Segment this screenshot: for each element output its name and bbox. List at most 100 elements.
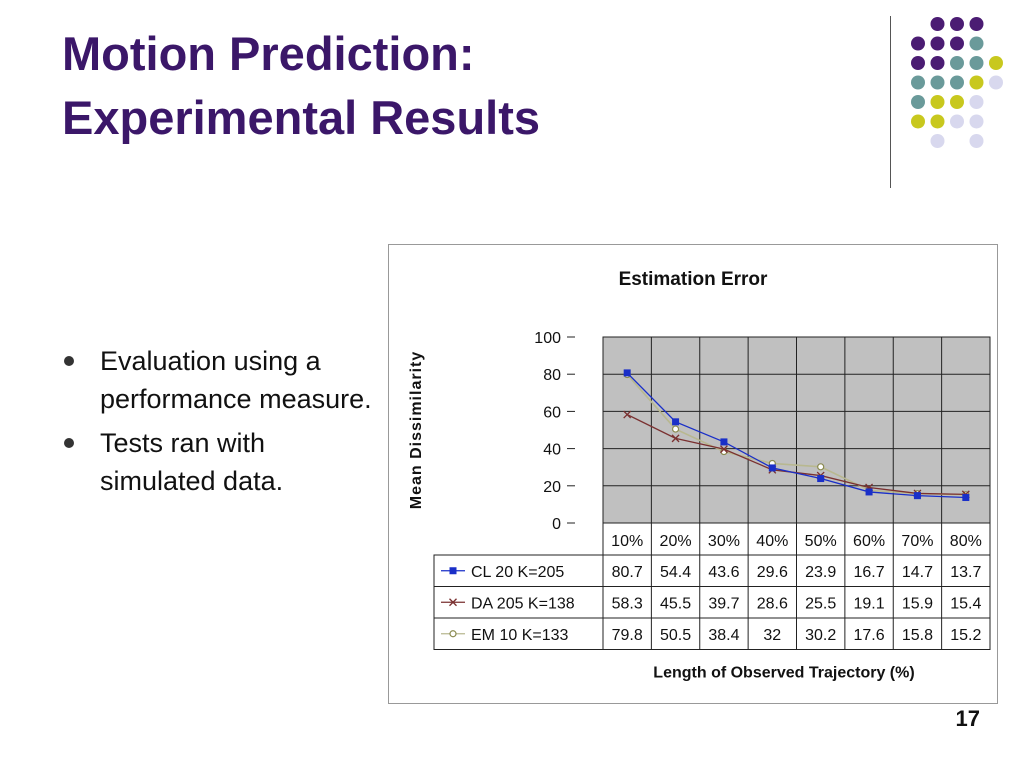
data-point — [768, 464, 776, 472]
legend-marker — [449, 630, 457, 638]
data-value-label: 79.8 — [612, 627, 643, 644]
x-marker-stroke — [623, 410, 632, 419]
decorative-dot-icon — [969, 75, 984, 90]
y-tick-label: 60 — [543, 404, 561, 421]
x-marker-stroke — [719, 445, 728, 454]
x-category-label: 30% — [708, 533, 740, 550]
slide-title-line-2: Experimental Results — [62, 91, 541, 144]
decorative-dot-icon — [969, 36, 984, 51]
data-point — [720, 438, 728, 446]
bullet-item: Tests ran with simulated data. — [62, 424, 372, 500]
decorative-dot-icon — [969, 56, 984, 70]
data-value-label: 50.5 — [660, 627, 691, 644]
decorative-dot-icon — [969, 95, 984, 109]
decorative-dot-icon — [950, 114, 964, 129]
data-point — [623, 410, 632, 419]
data-point — [865, 488, 873, 496]
data-value-label: 14.7 — [902, 564, 933, 581]
decorative-dot-icon — [989, 56, 1003, 70]
decorative-dot-icon — [911, 56, 925, 70]
data-value-label: 15.4 — [950, 595, 981, 612]
title-divider — [890, 16, 891, 188]
legend-marker — [449, 598, 457, 607]
x-category-label: 80% — [950, 533, 982, 550]
decorative-dot-icon — [950, 56, 964, 70]
data-value-label: 38.4 — [708, 627, 739, 644]
y-tick-label: 100 — [534, 330, 561, 347]
y-tick-label: 0 — [552, 516, 561, 533]
data-value-label: 17.6 — [853, 627, 884, 644]
decorative-dot-icon — [930, 75, 945, 90]
page-number: 17 — [955, 706, 980, 731]
x-category-label: 50% — [805, 533, 837, 550]
data-value-label: 58.3 — [612, 595, 643, 612]
data-value-label: 15.2 — [950, 627, 981, 644]
bullet-item: Evaluation using a performance measure. — [62, 342, 372, 418]
slide-title: Motion Prediction: Experimental Results — [62, 22, 862, 150]
data-point — [962, 494, 970, 502]
decorative-dot-icon — [911, 95, 925, 109]
data-value-label: 30.2 — [805, 627, 836, 644]
data-value-label: 80.7 — [612, 564, 643, 581]
x-category-label: 40% — [756, 533, 788, 550]
bullet-text: Evaluation using a performance measure. — [100, 346, 372, 414]
y-tick-label: 20 — [543, 479, 561, 496]
data-value-label: 15.9 — [902, 595, 933, 612]
slide-title-line-1: Motion Prediction: — [62, 27, 475, 80]
data-point — [623, 369, 631, 377]
estimation-error-chart: Estimation Error 0 20 40 60 80 100 Mean Dissimi… — [408, 269, 991, 682]
decorative-dot-icon — [950, 17, 964, 31]
data-value-label: 29.6 — [757, 564, 788, 581]
data-point — [817, 463, 825, 471]
chart-container: Estimation Error 0 20 40 60 80 100 Mean Dissimi… — [388, 244, 998, 704]
decorative-dot-icon — [911, 75, 925, 90]
decorative-dot-icon — [969, 17, 984, 31]
data-value-label: 25.5 — [805, 595, 836, 612]
decorative-dot-icon — [950, 36, 964, 51]
bullet-text: Tests ran with simulated data. — [100, 428, 284, 496]
legend-series-name: CL 20 K=205 — [471, 564, 564, 581]
decorative-dot-icon — [969, 114, 984, 129]
x-category-label: 20% — [660, 533, 692, 550]
x-category-label: 10% — [611, 533, 643, 550]
decorative-dot-icon — [911, 36, 925, 51]
decorative-dot-icon — [911, 114, 925, 129]
data-value-label: 43.6 — [708, 564, 739, 581]
x-marker-stroke — [671, 434, 680, 443]
series-line-0 — [626, 372, 966, 499]
y-tick-label: 40 — [543, 442, 561, 459]
data-point — [913, 492, 921, 500]
data-value-label: 45.5 — [660, 595, 691, 612]
decorative-dot-icon — [950, 95, 964, 109]
data-value-label: 32 — [763, 627, 781, 644]
decorative-dot-icon — [989, 75, 1003, 90]
decorative-dot-icon — [930, 134, 945, 148]
decorative-dot-icon — [950, 75, 964, 90]
legend-marker — [449, 567, 457, 575]
data-value-label: 19.1 — [853, 595, 884, 612]
data-value-label: 39.7 — [708, 595, 739, 612]
data-value-label: 16.7 — [853, 564, 884, 581]
data-value-label: 23.9 — [805, 564, 836, 581]
chart-title: Estimation Error — [619, 269, 768, 290]
decorative-dot-icon — [969, 134, 984, 148]
x-marker-stroke — [449, 598, 457, 607]
data-value-label: 15.8 — [902, 627, 933, 644]
data-value-label: 28.6 — [757, 595, 788, 612]
data-point — [672, 418, 680, 426]
bullet-dot-icon — [64, 438, 74, 448]
bullet-list: Evaluation using a performance measure. … — [62, 342, 372, 506]
y-tick-label: 80 — [543, 367, 561, 384]
x-category-label: 60% — [853, 533, 885, 550]
data-point — [817, 475, 825, 483]
decorative-dot-icon — [930, 36, 945, 51]
data-point — [671, 434, 680, 443]
x-category-label: 70% — [901, 533, 933, 550]
data-point — [719, 445, 728, 454]
decorative-dot-grid — [911, 17, 1003, 148]
data-point — [671, 425, 680, 433]
decorative-dot-icon — [930, 56, 945, 70]
legend-series-name: EM 10 K=133 — [471, 627, 569, 644]
y-axis-label: Mean Dissimilarity — [408, 351, 425, 510]
decorative-dot-icon — [930, 95, 945, 109]
